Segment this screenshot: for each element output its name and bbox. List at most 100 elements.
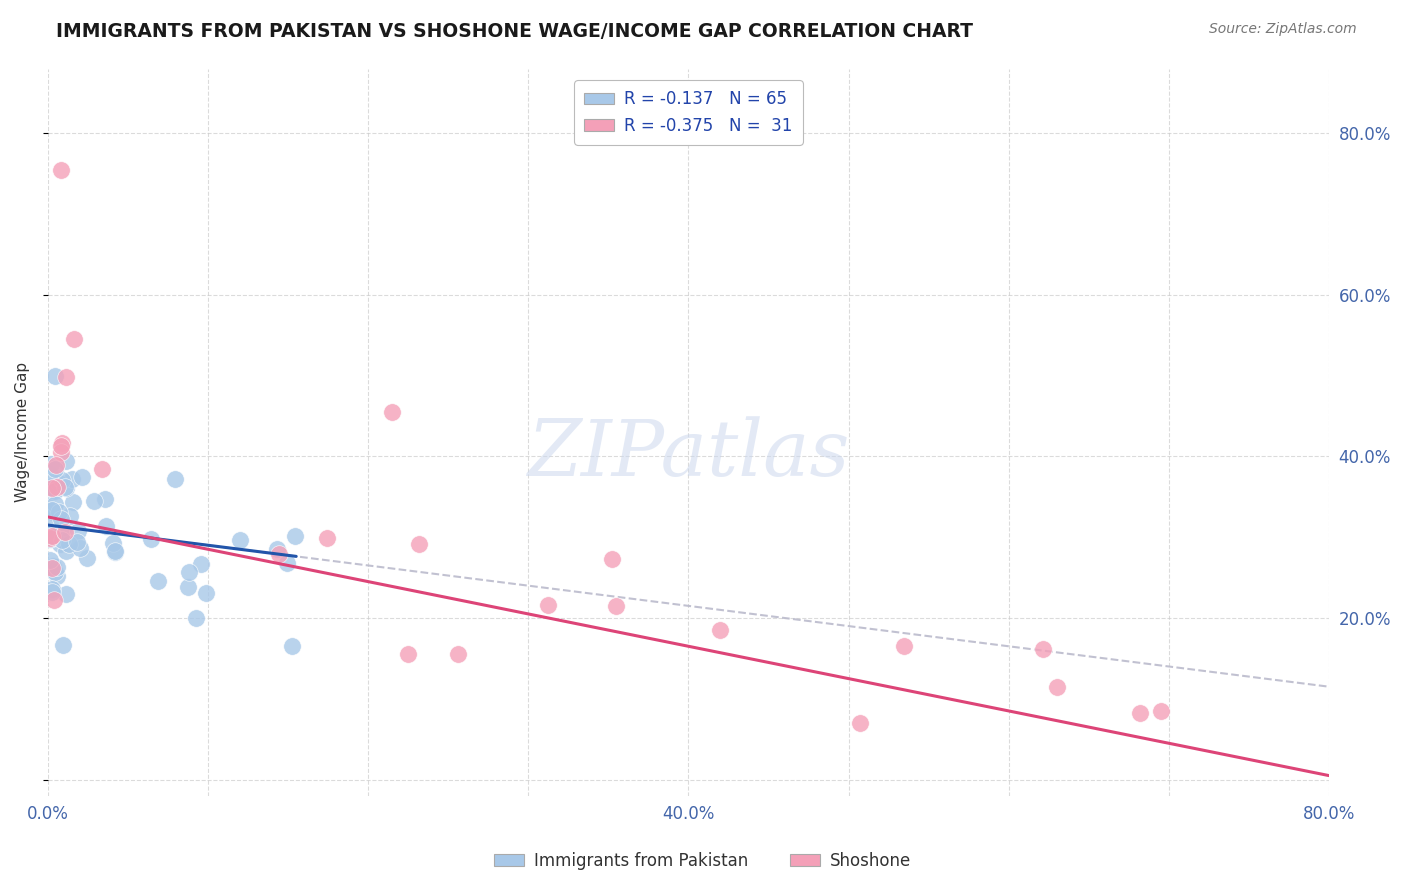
Point bbox=[38, 526, 60, 541]
Point bbox=[41, 503, 63, 517]
Point bbox=[38, 553, 60, 567]
Point bbox=[176, 580, 198, 594]
Point bbox=[42, 592, 65, 607]
Point bbox=[51, 533, 73, 547]
Point bbox=[41, 505, 63, 519]
Point bbox=[41, 582, 63, 596]
Point bbox=[177, 565, 200, 579]
Point bbox=[55, 481, 77, 495]
Point bbox=[408, 537, 430, 551]
Point bbox=[45, 458, 67, 473]
Point bbox=[49, 162, 72, 177]
Point bbox=[49, 439, 72, 453]
Point bbox=[1129, 706, 1152, 721]
Point bbox=[62, 495, 84, 509]
Point bbox=[39, 531, 62, 545]
Point bbox=[148, 574, 170, 588]
Point bbox=[195, 585, 218, 599]
Point bbox=[849, 716, 872, 731]
Point bbox=[53, 524, 76, 539]
Point bbox=[266, 542, 288, 557]
Point bbox=[66, 524, 89, 539]
Point bbox=[101, 535, 124, 549]
Legend: R = -0.137   N = 65, R = -0.375   N =  31: R = -0.137 N = 65, R = -0.375 N = 31 bbox=[574, 80, 803, 145]
Point bbox=[41, 585, 63, 599]
Point bbox=[38, 517, 60, 532]
Point bbox=[39, 467, 62, 481]
Point bbox=[315, 532, 337, 546]
Text: IMMIGRANTS FROM PAKISTAN VS SHOSHONE WAGE/INCOME GAP CORRELATION CHART: IMMIGRANTS FROM PAKISTAN VS SHOSHONE WAG… bbox=[56, 22, 973, 41]
Point bbox=[283, 529, 305, 543]
Point bbox=[104, 544, 127, 558]
Point bbox=[59, 509, 82, 524]
Point bbox=[1150, 704, 1173, 718]
Point bbox=[55, 370, 77, 384]
Point bbox=[41, 481, 63, 495]
Point bbox=[83, 494, 105, 508]
Point bbox=[52, 638, 75, 652]
Point bbox=[94, 492, 117, 507]
Point bbox=[55, 587, 77, 601]
Point bbox=[44, 369, 66, 384]
Text: Source: ZipAtlas.com: Source: ZipAtlas.com bbox=[1209, 22, 1357, 37]
Point bbox=[190, 557, 212, 571]
Point bbox=[276, 556, 298, 570]
Point bbox=[38, 532, 60, 546]
Point bbox=[62, 332, 84, 346]
Point bbox=[141, 532, 163, 546]
Point bbox=[46, 569, 69, 583]
Point bbox=[91, 462, 114, 476]
Point bbox=[94, 519, 117, 533]
Point bbox=[39, 503, 62, 517]
Legend: Immigrants from Pakistan, Shoshone: Immigrants from Pakistan, Shoshone bbox=[488, 846, 918, 877]
Point bbox=[41, 558, 63, 573]
Point bbox=[44, 483, 66, 498]
Point bbox=[893, 639, 915, 653]
Point bbox=[48, 476, 70, 491]
Point bbox=[269, 547, 291, 561]
Point bbox=[39, 479, 62, 493]
Point bbox=[44, 462, 66, 476]
Point bbox=[55, 454, 77, 468]
Point bbox=[396, 647, 419, 661]
Point bbox=[709, 623, 731, 637]
Point bbox=[280, 639, 302, 653]
Point bbox=[104, 545, 127, 559]
Point bbox=[48, 506, 70, 520]
Point bbox=[58, 537, 80, 551]
Point bbox=[76, 550, 98, 565]
Point bbox=[51, 512, 73, 526]
Point bbox=[41, 561, 63, 575]
Point bbox=[600, 552, 623, 566]
Point bbox=[229, 533, 252, 547]
Point bbox=[1031, 641, 1053, 656]
Point bbox=[45, 480, 67, 494]
Point bbox=[186, 611, 208, 625]
Point bbox=[49, 445, 72, 459]
Point bbox=[605, 599, 627, 613]
Point bbox=[53, 480, 76, 494]
Point bbox=[45, 560, 67, 574]
Point bbox=[39, 484, 62, 499]
Point bbox=[165, 472, 187, 486]
Point bbox=[51, 474, 73, 488]
Point bbox=[41, 482, 63, 496]
Point bbox=[42, 530, 65, 544]
Point bbox=[72, 470, 94, 484]
Point bbox=[381, 405, 404, 419]
Text: ZIPatlas: ZIPatlas bbox=[527, 416, 849, 492]
Point bbox=[41, 529, 63, 543]
Point bbox=[447, 647, 470, 661]
Point bbox=[44, 497, 66, 511]
Point bbox=[44, 565, 66, 579]
Point bbox=[51, 435, 73, 450]
Point bbox=[55, 544, 77, 558]
Point bbox=[66, 534, 89, 549]
Point bbox=[1046, 680, 1069, 694]
Point bbox=[48, 537, 70, 551]
Point bbox=[51, 523, 73, 537]
Point bbox=[69, 541, 91, 555]
Point bbox=[537, 598, 560, 612]
Y-axis label: Wage/Income Gap: Wage/Income Gap bbox=[15, 362, 30, 502]
Point bbox=[38, 527, 60, 541]
